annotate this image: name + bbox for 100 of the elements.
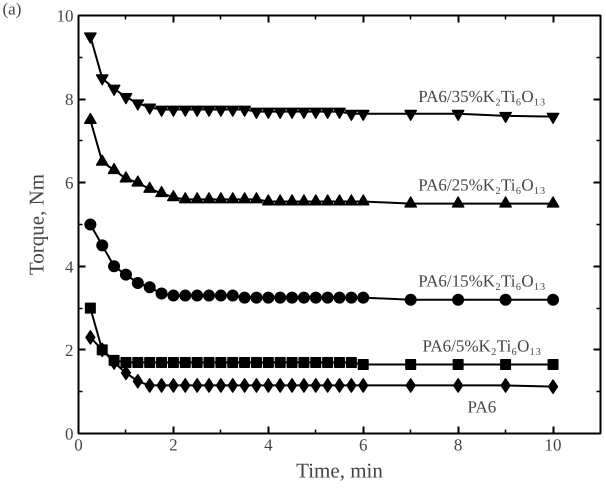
point — [239, 356, 250, 368]
point — [144, 356, 156, 368]
point — [322, 356, 334, 368]
series-label: PA6/25%K₂Ti₆O₁₃ — [418, 176, 546, 195]
point — [178, 106, 192, 117]
point — [120, 268, 132, 281]
point — [168, 356, 179, 368]
point — [156, 356, 168, 368]
point — [286, 292, 298, 304]
point — [226, 106, 240, 117]
point — [452, 110, 465, 122]
point — [262, 108, 275, 120]
point — [345, 292, 358, 304]
point — [322, 378, 333, 393]
point — [238, 292, 251, 304]
point — [120, 356, 132, 368]
point — [96, 239, 108, 252]
point — [251, 378, 262, 393]
point — [322, 292, 334, 304]
point — [356, 110, 370, 122]
point — [190, 106, 204, 117]
point — [132, 277, 144, 290]
point — [96, 74, 109, 86]
point — [286, 378, 298, 393]
point — [143, 103, 156, 115]
point — [500, 378, 511, 393]
point — [297, 108, 310, 120]
point — [238, 106, 252, 117]
point — [344, 110, 358, 122]
point — [179, 290, 192, 302]
point — [286, 356, 298, 368]
point — [274, 292, 286, 304]
point — [84, 302, 96, 314]
point — [204, 378, 214, 393]
point — [250, 108, 263, 120]
point — [239, 378, 250, 393]
point — [346, 356, 357, 368]
point — [84, 32, 97, 44]
point — [250, 356, 262, 368]
point — [156, 378, 167, 393]
point — [499, 112, 512, 124]
point — [192, 356, 203, 368]
point — [84, 218, 96, 230]
point — [215, 356, 226, 368]
point — [192, 378, 202, 393]
point — [274, 356, 286, 368]
point — [405, 359, 416, 370]
y-tick-label: 6 — [65, 174, 74, 193]
point — [227, 356, 238, 368]
point — [203, 290, 215, 302]
point — [155, 106, 168, 117]
point — [274, 108, 287, 120]
point — [358, 359, 369, 370]
point — [357, 292, 370, 304]
point — [333, 108, 346, 120]
point — [334, 378, 345, 393]
series-label: PA6/35%K₂Ti₆O₁₃ — [418, 86, 546, 106]
point — [452, 378, 464, 393]
point — [262, 356, 274, 368]
point — [321, 108, 334, 120]
point — [132, 356, 144, 368]
point — [214, 106, 228, 117]
point — [298, 292, 310, 304]
point — [547, 294, 560, 306]
point — [404, 294, 417, 306]
point — [85, 330, 96, 345]
point — [404, 110, 418, 122]
point — [204, 356, 214, 368]
x-tick-label: 4 — [264, 436, 274, 454]
point — [546, 112, 560, 124]
point — [548, 379, 558, 394]
point — [298, 378, 310, 393]
point — [108, 260, 120, 272]
point — [131, 99, 144, 111]
point — [346, 378, 357, 393]
point — [202, 106, 216, 117]
point — [286, 108, 299, 120]
point — [452, 359, 464, 370]
point — [119, 93, 132, 104]
point — [191, 290, 204, 302]
point — [166, 106, 180, 117]
y-tick-label: 4 — [65, 257, 74, 276]
point — [216, 378, 226, 393]
point — [167, 290, 180, 302]
point — [500, 294, 512, 306]
x-tick-label: 8 — [454, 436, 462, 454]
y-tick-label: 8 — [65, 90, 74, 110]
x-tick-label: 6 — [358, 436, 368, 454]
point — [548, 359, 559, 370]
series-label: PA6 — [468, 397, 496, 416]
series-label: PA6/15%K₂Ti₆O₁₃ — [418, 272, 546, 291]
y-tick-label: 10 — [56, 6, 74, 26]
point — [310, 356, 322, 368]
point — [250, 292, 262, 304]
x-tick-label: 10 — [544, 436, 562, 454]
point — [334, 356, 345, 368]
y-tick-label: 2 — [65, 340, 74, 360]
point — [262, 292, 274, 304]
text: (a) — [2, 0, 22, 18]
x-axis-title: Time, min — [296, 458, 384, 482]
